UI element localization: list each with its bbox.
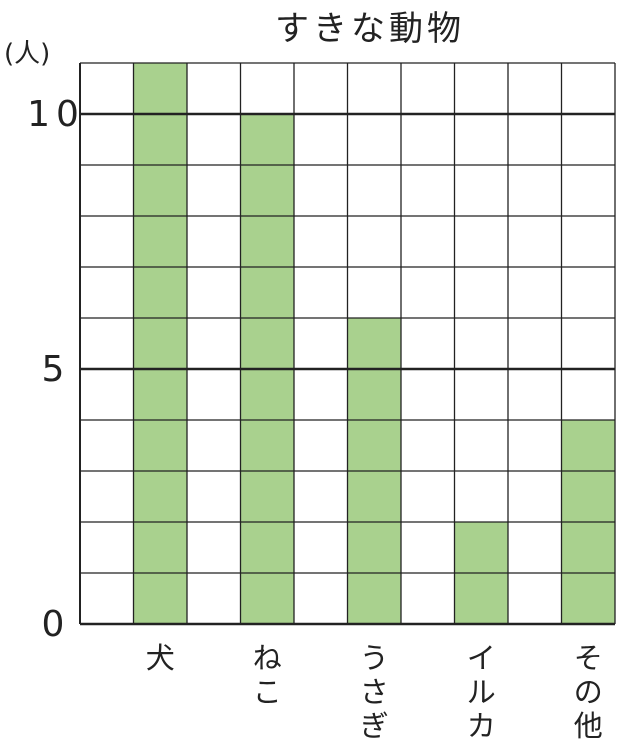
x-tick-label: その他 bbox=[574, 641, 603, 743]
chart-title: すきな動物 bbox=[275, 9, 465, 49]
y-tick-label: 10 bbox=[27, 94, 85, 135]
bars-group bbox=[133, 63, 615, 624]
y-axis-unit-label: (人) bbox=[4, 39, 50, 69]
grid bbox=[79, 62, 616, 626]
x-tick-labels: 犬 ねこ うさぎ イルカ その他 bbox=[146, 641, 603, 743]
y-tick-label: 5 bbox=[42, 349, 71, 390]
bar-1 bbox=[133, 63, 187, 624]
x-tick-label: イルカ bbox=[467, 641, 496, 743]
x-tick-label: うさぎ bbox=[360, 641, 389, 743]
y-tick-labels: 0 5 10 bbox=[27, 94, 85, 645]
x-tick-label: ねこ bbox=[253, 641, 282, 709]
x-tick-label: 犬 bbox=[146, 641, 175, 675]
y-tick-label: 0 bbox=[42, 604, 71, 645]
